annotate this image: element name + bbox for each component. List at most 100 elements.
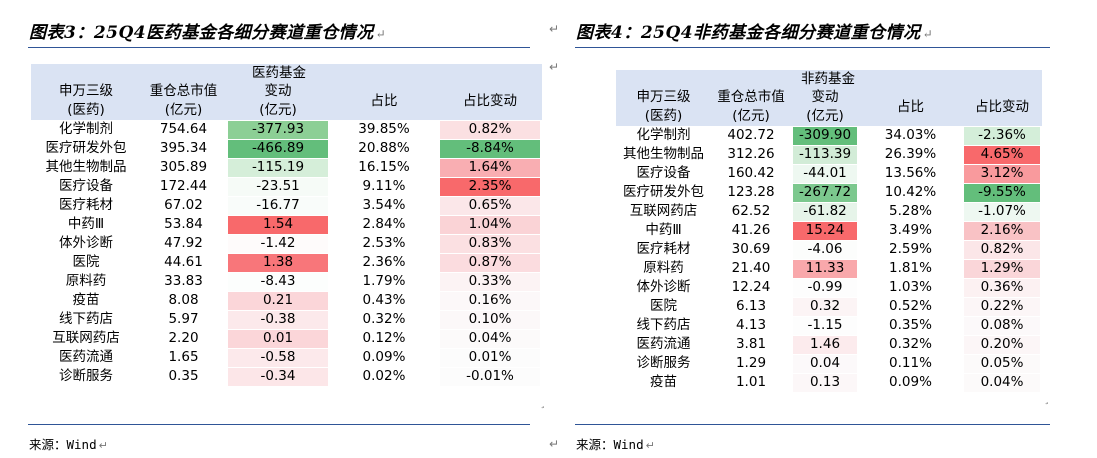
share-change-cell: 0.04% xyxy=(438,329,543,348)
table-row: 线下药店 4.13 -1.15 0.35% 0.08% xyxy=(616,316,1043,335)
left-figure-title: 图表3：25Q4医药基金各细分赛道重仓情况 ↵ xyxy=(29,18,386,43)
table-row: 诊断服务 0.35 -0.34 0.02% -0.01% xyxy=(31,367,543,386)
market-value-cell: 395.34 xyxy=(159,140,208,156)
market-value-cell: 53.84 xyxy=(164,216,203,232)
share-cell: 2.59% xyxy=(889,241,932,257)
share-change-cell: 0.33% xyxy=(438,272,543,291)
share-cell: 10.42% xyxy=(884,184,937,200)
table-end-mark: ¸ xyxy=(540,396,546,409)
change-cell: -61.82 xyxy=(791,202,859,221)
col-header-share: 占比 xyxy=(330,82,438,120)
market-value-cell: 1.01 xyxy=(735,374,767,390)
return-mark: ↵ xyxy=(375,27,387,41)
sector-name-cell: 线下药店 xyxy=(636,317,691,333)
change-cell: 15.24 xyxy=(791,221,859,240)
market-value-cell: 41.26 xyxy=(731,222,771,238)
sector-name-cell: 医药流通 xyxy=(59,349,113,365)
group-header: 医药基金 xyxy=(226,64,543,82)
share-change-cell: 0.08% xyxy=(962,316,1043,335)
sector-name-cell: 诊断服务 xyxy=(636,355,691,371)
change-cell: -0.99 xyxy=(791,278,859,297)
header-blank xyxy=(711,70,791,88)
col-subheader-sector: (医药) xyxy=(616,107,711,126)
share-change-cell: -1.07% xyxy=(962,202,1043,221)
change-cell: -0.58 xyxy=(226,348,330,367)
sector-name-cell: 医疗研发外包 xyxy=(45,140,127,156)
header-blank xyxy=(141,64,226,82)
right-source-text: 来源：Wind xyxy=(576,437,644,452)
change-cell: -4.06 xyxy=(791,240,859,259)
return-mark: ↵ xyxy=(549,60,560,74)
table-end-mark: ¸ xyxy=(1044,392,1050,405)
right-bottom-rule xyxy=(575,424,1050,425)
market-value-cell: 1.29 xyxy=(735,355,767,371)
sector-name-cell: 医疗设备 xyxy=(59,178,113,194)
change-cell: 11.33 xyxy=(791,259,859,278)
share-change-cell: 1.29% xyxy=(962,259,1043,278)
col-subheader-market-value: (亿元) xyxy=(141,101,226,120)
col-header-change: 变动 xyxy=(791,88,859,107)
return-mark: ↵ xyxy=(549,22,560,36)
sector-name-cell: 诊断服务 xyxy=(59,368,113,384)
table-row: 中药Ⅲ 41.26 15.24 3.49% 2.16% xyxy=(616,221,1043,240)
share-change-cell: 3.12% xyxy=(962,164,1043,183)
table-row: 医药流通 3.81 1.46 0.32% 0.20% xyxy=(616,335,1043,354)
change-cell: -44.01 xyxy=(791,164,859,183)
table-row: 医药流通 1.65 -0.58 0.09% 0.01% xyxy=(31,348,543,367)
table-row: 其他生物制品 312.26 -113.39 26.39% 4.65% xyxy=(616,145,1043,164)
market-value-cell: 12.24 xyxy=(731,279,771,295)
share-cell: 0.32% xyxy=(889,336,932,352)
col-subheader-change: (亿元) xyxy=(226,101,330,120)
share-cell: 3.54% xyxy=(362,197,406,213)
share-change-cell: 2.35% xyxy=(438,177,543,196)
group-header: 非药基金 xyxy=(791,70,1043,88)
market-value-cell: 123.28 xyxy=(727,184,775,200)
table-row: 疫苗 8.08 0.21 0.43% 0.16% xyxy=(31,291,543,310)
return-mark: ↵ xyxy=(645,439,655,452)
table-row: 互联网药店 62.52 -61.82 5.28% -1.07% xyxy=(616,202,1043,221)
change-cell: -309.90 xyxy=(791,126,859,145)
left-holdings-table: 医药基金 申万三级 重仓总市值 变动 占比 占比变动 (医药) (亿元) (亿元… xyxy=(31,64,543,386)
sector-name-cell: 医疗耗材 xyxy=(636,241,691,257)
table-row: 化学制剂 402.72 -309.90 34.03% -2.36% xyxy=(616,126,1043,145)
sector-name-cell: 互联网药店 xyxy=(629,203,698,219)
change-cell: -0.34 xyxy=(226,367,330,386)
market-value-cell: 1.65 xyxy=(168,349,199,365)
sector-name-cell: 其他生物制品 xyxy=(45,159,127,175)
change-cell: -267.72 xyxy=(791,183,859,202)
share-change-cell: 2.16% xyxy=(962,221,1043,240)
share-change-cell: 0.20% xyxy=(962,335,1043,354)
header-blank xyxy=(31,64,141,82)
share-cell: 0.43% xyxy=(362,292,406,308)
share-cell: 20.88% xyxy=(358,140,410,156)
sector-name-cell: 中药Ⅲ xyxy=(67,216,105,232)
share-change-cell: 0.82% xyxy=(438,120,543,139)
change-cell: 1.38 xyxy=(226,253,330,272)
share-change-cell: 1.64% xyxy=(438,158,543,177)
share-change-cell: -0.01% xyxy=(438,367,543,386)
share-cell: 13.56% xyxy=(884,165,937,181)
market-value-cell: 305.89 xyxy=(159,159,208,175)
market-value-cell: 312.26 xyxy=(727,146,775,162)
share-change-cell: 0.04% xyxy=(962,373,1043,392)
col-header-change: 变动 xyxy=(226,82,330,101)
table-row: 体外诊断 12.24 -0.99 1.03% 0.36% xyxy=(616,278,1043,297)
sector-name-cell: 其他生物制品 xyxy=(623,146,704,162)
share-cell: 2.53% xyxy=(362,235,406,251)
share-cell: 2.84% xyxy=(362,216,406,232)
sector-name-cell: 互联网药店 xyxy=(52,330,120,346)
share-change-cell: -9.55% xyxy=(962,183,1043,202)
share-cell: 1.03% xyxy=(889,279,932,295)
table-row: 诊断服务 1.29 0.04 0.11% 0.05% xyxy=(616,354,1043,373)
sector-name-cell: 线下药店 xyxy=(59,311,113,327)
left-title-rule xyxy=(28,47,530,48)
sector-name-cell: 原料药 xyxy=(643,260,684,276)
sector-name-cell: 原料药 xyxy=(65,273,107,289)
left-source: 来源：Wind ↵ xyxy=(29,434,108,453)
table-row: 其他生物制品 305.89 -115.19 16.15% 1.64% xyxy=(31,158,543,177)
table-row: 互联网药店 2.20 0.01 0.12% 0.04% xyxy=(31,329,543,348)
table-row: 医疗设备 160.42 -44.01 13.56% 3.12% xyxy=(616,164,1043,183)
right-figure-title: 图表4：25Q4非药基金各细分赛道重仓情况 ↵ xyxy=(576,18,933,43)
share-cell: 9.11% xyxy=(362,178,406,194)
share-cell: 0.32% xyxy=(362,311,406,327)
